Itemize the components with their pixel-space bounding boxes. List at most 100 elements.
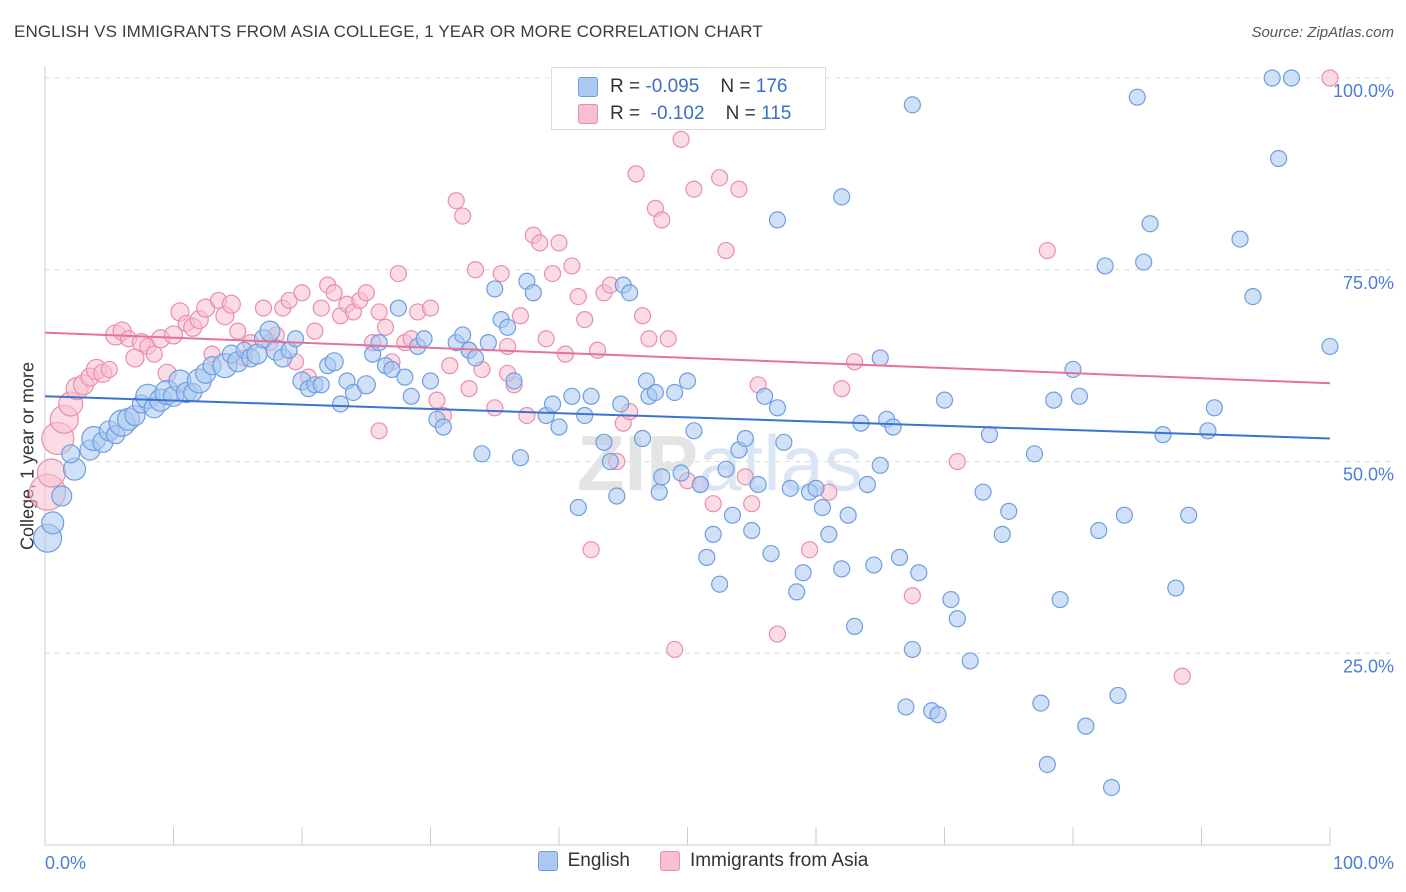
point-asia — [531, 234, 549, 252]
point-english — [788, 583, 806, 601]
point-english — [1199, 422, 1217, 440]
legend-swatch-pink — [659, 851, 680, 871]
y-tick-label: 25.0% — [1343, 656, 1394, 676]
point-english — [41, 511, 65, 535]
point-english — [749, 475, 767, 494]
point-english — [473, 445, 491, 463]
point-english — [858, 475, 877, 494]
point-english — [389, 299, 407, 317]
point-english — [595, 433, 613, 451]
point-english — [865, 556, 883, 574]
point-english — [543, 395, 562, 413]
point-asia — [100, 360, 118, 379]
point-english — [678, 372, 697, 390]
legend-swatch-pink — [578, 104, 598, 124]
point-english — [884, 418, 902, 436]
point-english — [890, 548, 909, 566]
y-tick-label: 100.0% — [1333, 81, 1394, 101]
point-asia — [421, 299, 440, 317]
point-asia — [717, 241, 735, 260]
legend-item-asia[interactable]: Immigrants from Asia — [659, 850, 869, 872]
point-asia — [672, 130, 690, 148]
point-english — [612, 395, 630, 413]
point-asia — [845, 353, 864, 371]
legend-item-english[interactable]: English — [537, 850, 630, 872]
point-english — [755, 387, 774, 405]
point-english — [51, 485, 73, 507]
point-english — [1205, 399, 1223, 417]
legend-n-label: N = — [720, 76, 751, 97]
point-english — [903, 640, 921, 659]
point-asia — [903, 587, 921, 605]
point-asia — [730, 180, 748, 198]
point-english — [1051, 590, 1069, 609]
point-english — [929, 706, 947, 724]
point-english — [1263, 69, 1281, 87]
axes — [44, 66, 1331, 846]
point-asia — [659, 330, 677, 348]
point-english — [1180, 506, 1198, 524]
point-english — [259, 320, 281, 342]
point-english — [1135, 253, 1153, 271]
point-asia — [306, 322, 324, 340]
point-asia — [370, 303, 388, 321]
point-english — [1102, 778, 1121, 797]
point-english — [1141, 215, 1159, 233]
point-english — [601, 452, 620, 471]
point-english — [1244, 287, 1262, 306]
point-english — [1109, 686, 1127, 705]
point-english — [672, 464, 690, 482]
point-english — [743, 521, 761, 540]
point-english — [61, 444, 81, 464]
point-english — [383, 360, 401, 379]
point-english — [421, 372, 440, 390]
point-asia — [486, 399, 504, 417]
series-legend: English Immigrants from Asia — [0, 850, 1406, 872]
point-asia — [543, 264, 562, 283]
point-english — [646, 383, 664, 402]
point-asia — [576, 311, 594, 329]
x-tick-label: 0.0% — [45, 853, 86, 873]
point-english — [993, 525, 1011, 543]
point-english — [324, 352, 344, 372]
point-english — [736, 429, 754, 448]
legend-r-label: R = — [610, 103, 641, 124]
point-english — [1231, 230, 1249, 248]
point-english — [833, 560, 851, 578]
legend-label-asia: Immigrants from Asia — [689, 850, 869, 871]
point-asia — [1038, 241, 1056, 260]
point-english — [356, 375, 376, 395]
correlation-legend: R = -0.095 N = 176 R = -0.102 N = 115 — [551, 67, 826, 130]
point-english — [897, 698, 915, 716]
point-english — [794, 564, 812, 582]
point-english — [563, 387, 581, 405]
point-english — [550, 418, 568, 436]
point-english — [1045, 391, 1063, 409]
point-english — [1077, 717, 1095, 735]
point-asia — [736, 468, 754, 486]
point-asia — [1173, 667, 1191, 685]
point-asia — [1321, 69, 1339, 87]
trend-line-english — [44, 395, 1331, 440]
point-english — [370, 334, 388, 352]
point-english — [1070, 387, 1089, 405]
point-asia — [441, 357, 459, 375]
point-english — [781, 479, 799, 497]
point-english — [576, 406, 594, 425]
point-english — [486, 280, 504, 298]
point-english — [820, 525, 838, 543]
point-asia — [312, 299, 330, 317]
legend-row-english: R = -0.095 N = 176 — [578, 74, 787, 100]
point-english — [980, 426, 999, 444]
point-english — [961, 652, 979, 670]
point-english — [948, 610, 966, 628]
point-english — [633, 429, 652, 448]
point-asia — [466, 261, 485, 279]
point-english — [454, 326, 472, 344]
point-english — [1115, 506, 1134, 524]
point-asia — [454, 207, 472, 225]
point-english — [768, 399, 787, 417]
point-english — [1000, 502, 1018, 520]
trend-lines — [44, 331, 1331, 440]
point-english — [499, 318, 517, 336]
